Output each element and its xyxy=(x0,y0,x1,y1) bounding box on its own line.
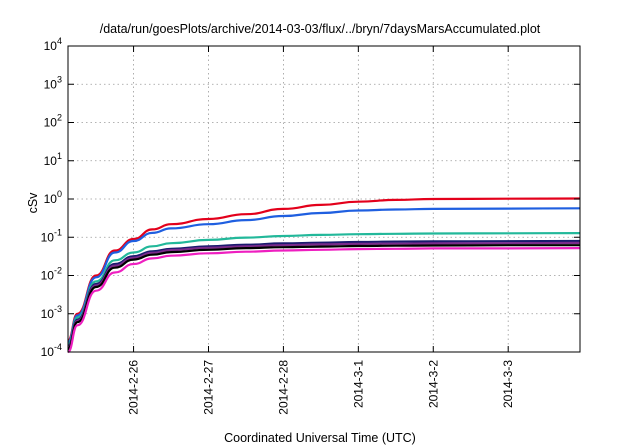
y-tick-exponent: 3 xyxy=(57,74,62,84)
y-tick-base: 10 xyxy=(41,269,55,283)
series-line xyxy=(67,197,581,342)
x-tick-label: 2014-2-28 xyxy=(276,360,290,415)
y-tick-base: 10 xyxy=(41,307,55,321)
y-tick-label: 10-1 xyxy=(41,227,62,244)
series-line xyxy=(67,207,581,344)
series-line xyxy=(67,232,581,346)
x-tick-label: 2014-2-26 xyxy=(127,360,141,415)
y-tick-base: 10 xyxy=(44,154,58,168)
y-tick-label: 10-3 xyxy=(41,304,62,321)
y-tick-base: 10 xyxy=(44,77,58,91)
x-tick-label: 2014-3-2 xyxy=(426,360,440,408)
x-tick-label: 2014-3-1 xyxy=(351,360,365,408)
y-tick-exponent: -2 xyxy=(54,266,62,276)
y-tick-label: 10-2 xyxy=(41,266,62,283)
y-tick-base: 10 xyxy=(44,192,58,206)
y-tick-base: 10 xyxy=(41,345,55,359)
series-line xyxy=(67,247,581,354)
y-tick-exponent: -4 xyxy=(54,342,62,352)
series-lines xyxy=(67,197,581,354)
y-tick-exponent: 0 xyxy=(57,189,62,199)
y-tick-exponent: 1 xyxy=(57,151,62,161)
x-axis-label: Coordinated Universal Time (UTC) xyxy=(224,431,416,445)
x-tick-label: 2014-3-3 xyxy=(501,360,515,408)
y-tick-label: 101 xyxy=(44,151,62,168)
y-tick-label: 104 xyxy=(44,36,62,53)
chart-title: /data/run/goesPlots/archive/2014-03-03/f… xyxy=(99,22,541,36)
y-tick-base: 10 xyxy=(44,39,58,53)
x-tick-label: 2014-2-27 xyxy=(201,360,215,415)
series-line xyxy=(67,241,581,349)
y-tick-label: 100 xyxy=(44,189,62,206)
y-tick-base: 10 xyxy=(44,116,58,130)
x-ticks: 2014-2-26 2014-2-27 2014-2-28 2014-3-1 2014-… xyxy=(127,46,515,415)
y-tick-label: 10-4 xyxy=(41,342,62,359)
y-tick-base: 10 xyxy=(41,230,55,244)
y-tick-exponent: 2 xyxy=(57,113,62,123)
y-tick-label: 103 xyxy=(44,74,62,91)
y-tick-exponent: 4 xyxy=(57,36,62,46)
y-tick-label: 102 xyxy=(44,113,62,130)
series-line xyxy=(67,244,580,351)
y-tick-exponent: -3 xyxy=(54,304,62,314)
y-tick-exponent: -1 xyxy=(54,227,62,237)
